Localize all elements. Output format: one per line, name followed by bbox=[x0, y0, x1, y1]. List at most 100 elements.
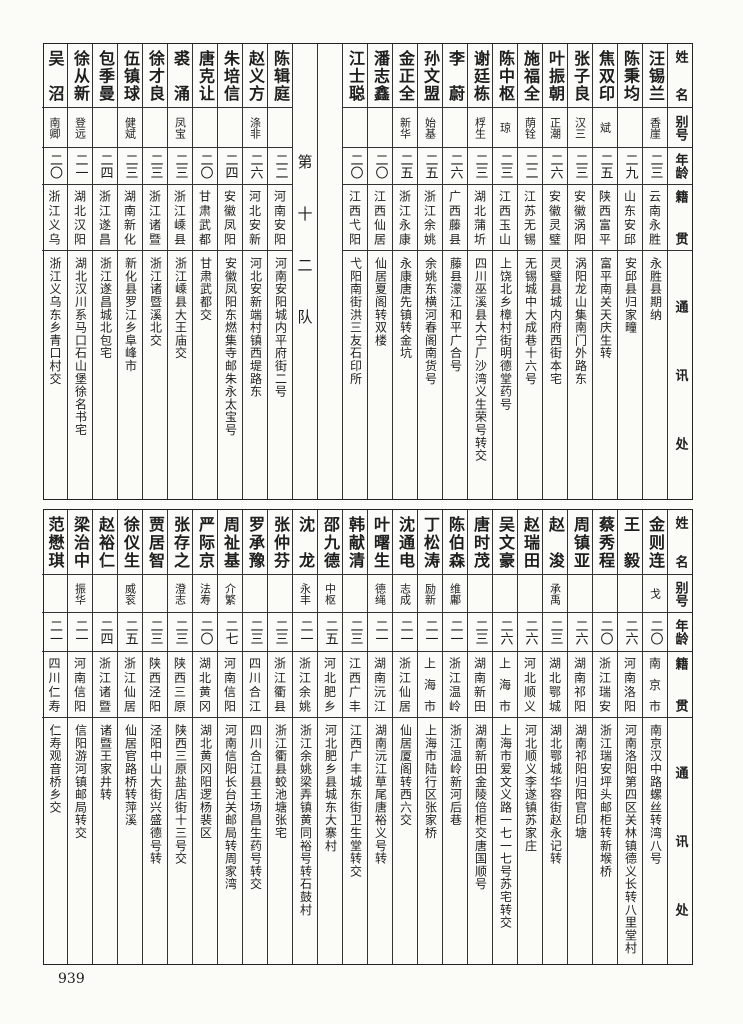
origin-cell: 浙江诸暨 bbox=[143, 185, 167, 251]
alias-cell: 新华 bbox=[393, 108, 417, 148]
header-address: 通讯处 bbox=[672, 300, 688, 450]
person-column: 陈伯森 维鄘 二一 浙江温岭 浙江温岭新河后巷 bbox=[442, 510, 467, 964]
alias: 励新 bbox=[423, 582, 437, 605]
alias: 新华 bbox=[398, 116, 412, 139]
address: 上饶北乡樟村街明德堂药号 bbox=[498, 257, 513, 411]
person-column: 徐仪生 威衮 二五 浙江仙居 仙居官路桥转萍溪 bbox=[117, 510, 142, 964]
alias: 澄志 bbox=[173, 582, 187, 605]
alias-cell: 威衮 bbox=[118, 575, 142, 613]
age-cell: 二六 bbox=[618, 613, 642, 652]
alias-cell bbox=[518, 575, 542, 613]
age-cell: 二三 bbox=[643, 148, 667, 185]
age-cell: 二三 bbox=[568, 148, 592, 185]
name-cell: 江士聪 bbox=[343, 44, 367, 108]
alias: 南卿 bbox=[48, 116, 61, 139]
name-cell: 丁松涛 bbox=[418, 510, 442, 575]
person-column: 潘志鑫 二〇 江西仙居 仙居夏阁转双楼 bbox=[367, 44, 392, 499]
address-cell: 新化县罗江乡阜峰市 bbox=[118, 251, 142, 499]
age: 二三 bbox=[472, 619, 488, 645]
origin: 湖南祁阳 bbox=[572, 657, 587, 712]
age-cell: 二一 bbox=[443, 613, 467, 652]
origin-cell: 浙江瑞安 bbox=[593, 652, 617, 718]
alias-cell: 维鄘 bbox=[443, 575, 467, 613]
origin-cell: 湖南祁阳 bbox=[568, 652, 592, 718]
header-age: 年龄 bbox=[672, 153, 688, 179]
address: 浙江衢县蛟池塘张宅 bbox=[273, 724, 288, 840]
address-cell: 信阳游河镇邮局转交 bbox=[68, 718, 92, 964]
alias: 永丰 bbox=[298, 582, 312, 605]
address: 仙居夏阁转双楼 bbox=[373, 257, 388, 347]
age-cell: 二〇 bbox=[42, 148, 67, 185]
origin: 浙江仙居 bbox=[122, 657, 137, 712]
origin-cell: 湖南沅江 bbox=[368, 652, 392, 718]
origin: 浙江诸暨 bbox=[97, 657, 112, 712]
age-cell: 年龄 bbox=[668, 148, 692, 185]
age: 二一 bbox=[372, 619, 388, 645]
age-cell: 二三 bbox=[143, 613, 167, 652]
header-column: 姓名 别号 年龄 籍贯 通讯处 bbox=[667, 510, 692, 964]
address: 河南安阳城内平府街二号 bbox=[273, 257, 288, 398]
age: 二四 bbox=[97, 619, 113, 645]
alias-cell bbox=[343, 575, 367, 613]
age-cell: 二三 bbox=[468, 613, 492, 652]
age: 二一 bbox=[297, 619, 313, 645]
age-cell: 二六 bbox=[493, 613, 517, 652]
address: 河北安新端村镇西堤路东 bbox=[248, 257, 263, 398]
name: 叶曙生 bbox=[371, 516, 390, 568]
origin-cell: 江苏无锡 bbox=[518, 185, 542, 251]
alias-cell: 介繁 bbox=[218, 575, 242, 613]
address: 湖南祁阳归阳官印塘 bbox=[573, 724, 588, 840]
origin: 湖北蒲圻 bbox=[472, 190, 487, 245]
address-cell: 江西广丰城东街卫生堂转交 bbox=[343, 718, 367, 964]
address: 河南洛阳第四区关林镇德义长转八里堂村 bbox=[623, 724, 638, 955]
origin: 河南信阳 bbox=[222, 657, 237, 712]
alias-cell bbox=[618, 575, 642, 613]
name: 丁松涛 bbox=[421, 516, 440, 568]
origin-cell: 浙江义乌 bbox=[42, 185, 67, 251]
alias-cell: 桴生 bbox=[468, 108, 492, 148]
name: 潘志鑫 bbox=[371, 50, 390, 101]
address-cell: 富平南关天庆生转 bbox=[593, 251, 617, 499]
age-cell: 二五 bbox=[118, 613, 142, 652]
age: 二三 bbox=[497, 153, 513, 179]
age: 二五 bbox=[597, 153, 613, 179]
address: 湖南新田金陵倍柜交唐国顺号 bbox=[473, 724, 488, 891]
name: 梁治中 bbox=[71, 516, 90, 568]
alias-cell: 汉三 bbox=[568, 108, 592, 148]
age-cell: 二一 bbox=[68, 148, 92, 185]
header-address: 通讯处 bbox=[672, 766, 688, 916]
roster-table-top: 姓名 别号 年龄 籍贯 通讯处 汪锡兰 香崖 二三 云南永胜 永胜县期纳 陈秉均 二九 山东安邱 安邱县归… bbox=[42, 43, 693, 500]
alias: 健斌 bbox=[123, 116, 137, 139]
address-cell: 泾阳中山大街兴盛德号转 bbox=[143, 718, 167, 964]
alias: 涤非 bbox=[248, 116, 262, 139]
address: 陕西三原盐店街十三号交 bbox=[173, 724, 188, 865]
alias: 威衮 bbox=[123, 582, 137, 605]
name: 叶振朝 bbox=[546, 50, 565, 101]
age-cell: 二〇 bbox=[193, 613, 217, 652]
origin-cell: 山东安邱 bbox=[618, 185, 642, 251]
alias-cell bbox=[368, 108, 392, 148]
address-cell: 四川巫溪县大宁厂沙湾义生荣号转交 bbox=[468, 251, 492, 499]
address-cell: 通讯处 bbox=[668, 718, 692, 964]
address: 甘肃武都交 bbox=[198, 257, 213, 321]
age-cell: 二一 bbox=[393, 613, 417, 652]
age: 二二 bbox=[522, 153, 538, 179]
age-cell: 二四 bbox=[93, 148, 117, 185]
person-column: 周祉基 介繁 二七 河南信阳 河南信阳长台关邮局转周家湾 bbox=[217, 510, 242, 964]
address: 诸暨王家井转 bbox=[98, 724, 113, 801]
address: 永胜县期纳 bbox=[648, 257, 663, 321]
person-column: 伍镇球 健斌 二三 湖南新化 新化县罗江乡阜峰市 bbox=[117, 44, 142, 499]
name-cell: 唐时茂 bbox=[468, 510, 492, 575]
name-cell: 赵义方 bbox=[243, 44, 267, 108]
age-cell: 二〇 bbox=[593, 613, 617, 652]
address-cell: 湖北黄冈阳逻杨裴区 bbox=[193, 718, 217, 964]
origin: 江西玉山 bbox=[497, 190, 512, 245]
origin: 陕西富平 bbox=[597, 190, 612, 245]
address-cell: 河南信阳长台关邮局转周家湾 bbox=[218, 718, 242, 964]
age-cell: 二九 bbox=[618, 148, 642, 185]
origin: 云南永胜 bbox=[647, 190, 662, 245]
age: 二三 bbox=[547, 619, 563, 645]
address-cell: 仙居夏阁转双楼 bbox=[368, 251, 392, 499]
person-column: 张仲芬 二三 浙江衢县 浙江衢县蛟池塘张宅 bbox=[267, 510, 292, 964]
name-cell: 沈龙 bbox=[293, 510, 317, 575]
